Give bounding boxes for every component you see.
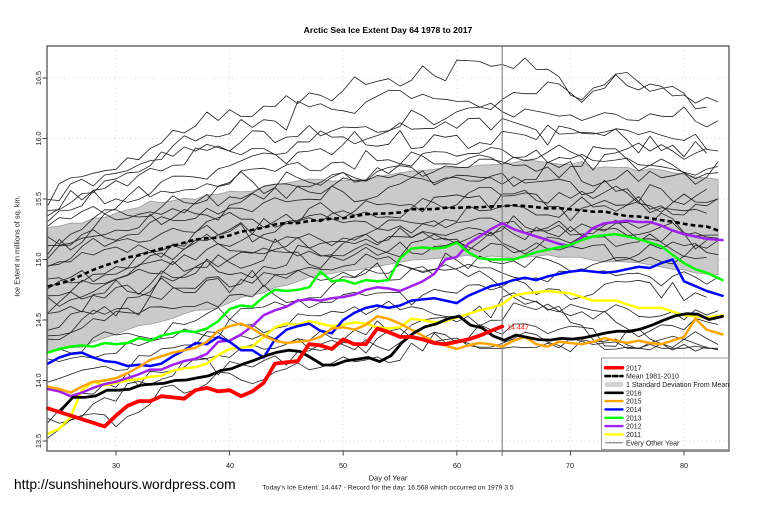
svg-text:2015: 2015: [626, 399, 642, 406]
svg-text:Ice Extent in millions of sq.: Ice Extent in millions of sq. km.: [13, 195, 22, 296]
svg-text:14.0: 14.0: [34, 373, 43, 387]
svg-text:14.447: 14.447: [507, 323, 529, 332]
svg-text:2016: 2016: [626, 390, 642, 397]
svg-text:30: 30: [112, 461, 120, 470]
svg-text:2011: 2011: [626, 432, 641, 439]
svg-text:16.5: 16.5: [34, 71, 43, 85]
svg-text:70: 70: [566, 461, 574, 470]
svg-text:50: 50: [339, 461, 347, 470]
svg-text:Arctic Sea Ice Extent Day 64 1: Arctic Sea Ice Extent Day 64 1978 to 201…: [304, 25, 473, 35]
svg-text:Every Other Year: Every Other Year: [626, 440, 680, 447]
svg-text:16.0: 16.0: [34, 131, 43, 145]
svg-text:http://sunshinehours.wordpress: http://sunshinehours.wordpress.com: [14, 477, 236, 492]
svg-text:2013: 2013: [626, 415, 642, 422]
svg-text:60: 60: [453, 461, 461, 470]
svg-text:Mean 1981-2010: Mean 1981-2010: [626, 374, 679, 381]
svg-text:15.5: 15.5: [34, 192, 43, 206]
svg-text:1 Standard Deviation From Mean: 1 Standard Deviation From Mean: [626, 382, 729, 389]
svg-text:14.5: 14.5: [34, 313, 43, 327]
svg-text:2017: 2017: [626, 365, 642, 372]
svg-text:40: 40: [226, 461, 234, 470]
svg-text:Today's Ice Extent: 14.447 -: Today's Ice Extent: 14.447 - Record for …: [262, 485, 514, 492]
svg-text:2012: 2012: [626, 424, 642, 431]
svg-text:2014: 2014: [626, 407, 642, 414]
svg-text:15.0: 15.0: [34, 252, 43, 266]
svg-text:13.5: 13.5: [34, 434, 43, 448]
svg-text:80: 80: [680, 461, 688, 470]
svg-text:Day of Year: Day of Year: [369, 474, 408, 483]
